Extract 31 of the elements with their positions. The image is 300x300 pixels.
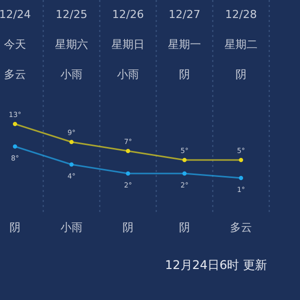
text: 12月24日6时 更新 bbox=[165, 258, 267, 272]
text: 小雨 bbox=[60, 68, 82, 81]
text: 阴 bbox=[236, 68, 246, 81]
point bbox=[12, 122, 18, 126]
text: 阴 bbox=[10, 221, 20, 234]
x-tick-label: 12/25 bbox=[56, 8, 88, 21]
text: 多云 bbox=[230, 221, 252, 234]
text: 今天 bbox=[4, 38, 26, 51]
point bbox=[238, 158, 244, 162]
point bbox=[69, 162, 74, 167]
point bbox=[126, 148, 130, 154]
text: 多云 bbox=[4, 68, 26, 81]
point bbox=[238, 176, 244, 180]
text: 阴 bbox=[179, 68, 190, 81]
x-tick-label: 12/24 bbox=[0, 8, 31, 21]
text: 星期一 bbox=[168, 38, 201, 51]
point bbox=[69, 140, 74, 144]
x-tick-label: 12/27 bbox=[168, 8, 200, 21]
text: 小雨 bbox=[60, 221, 82, 234]
point bbox=[182, 158, 187, 162]
text: 小雨 bbox=[117, 68, 139, 81]
text: 阴 bbox=[122, 221, 134, 234]
point bbox=[182, 171, 187, 176]
text: 阴 bbox=[179, 221, 190, 234]
text: 星期六 bbox=[55, 38, 88, 51]
x-tick-label: 12/26 bbox=[112, 8, 144, 21]
text: 星期日 bbox=[112, 38, 144, 51]
point bbox=[126, 171, 130, 176]
x-tick-label: 12/28 bbox=[225, 8, 257, 21]
text: 星期二 bbox=[224, 38, 258, 51]
point bbox=[12, 144, 18, 149]
